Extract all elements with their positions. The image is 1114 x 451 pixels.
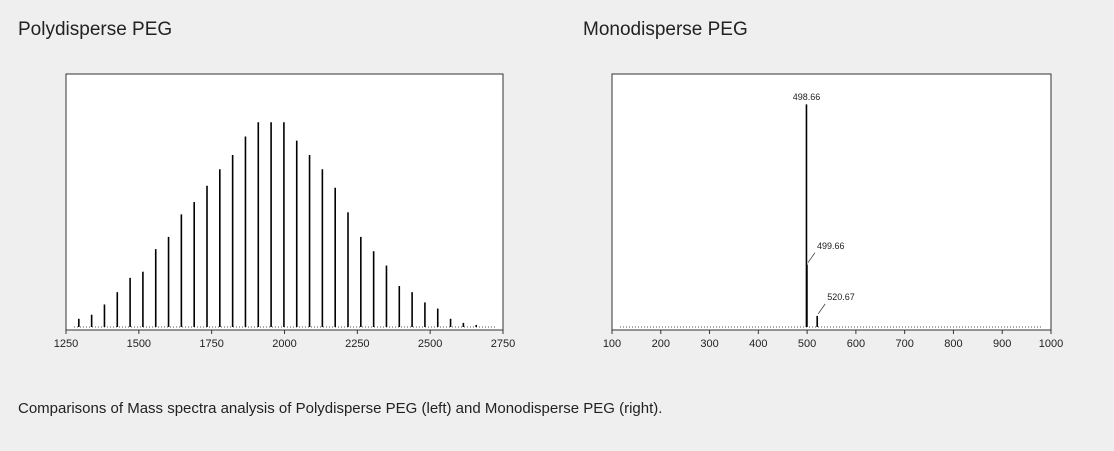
x-tick-label: 600 bbox=[847, 338, 865, 350]
x-tick-label: 100 bbox=[603, 338, 621, 350]
x-tick-label: 400 bbox=[749, 338, 767, 350]
x-tick-label: 2000 bbox=[272, 338, 296, 350]
x-tick-label: 700 bbox=[895, 338, 913, 350]
peak-label: 499.66 bbox=[817, 241, 845, 251]
x-tick-label: 200 bbox=[652, 338, 670, 350]
x-tick-label: 1750 bbox=[199, 338, 223, 350]
x-tick-label: 2500 bbox=[418, 338, 442, 350]
x-tick-label: 900 bbox=[993, 338, 1011, 350]
chart-title: Polydisperse PEG bbox=[18, 19, 172, 40]
peak-label: 520.67 bbox=[827, 292, 855, 302]
peak-label: 498.66 bbox=[793, 92, 821, 102]
x-tick-label: 1500 bbox=[127, 338, 151, 350]
label-leader bbox=[817, 303, 826, 315]
x-tick-label: 2750 bbox=[491, 338, 515, 350]
x-tick-label: 1250 bbox=[54, 338, 78, 350]
x-tick-label: 300 bbox=[700, 338, 718, 350]
x-tick-label: 500 bbox=[798, 338, 816, 350]
x-tick-label: 1000 bbox=[1039, 338, 1063, 350]
x-tick-label: 800 bbox=[944, 338, 962, 350]
caption: Comparisons of Mass spectra analysis of … bbox=[18, 400, 662, 417]
label-leader bbox=[807, 252, 816, 263]
chart-title: Monodisperse PEG bbox=[583, 19, 748, 40]
x-tick-label: 2250 bbox=[345, 338, 369, 350]
plot-frame bbox=[611, 73, 1052, 331]
